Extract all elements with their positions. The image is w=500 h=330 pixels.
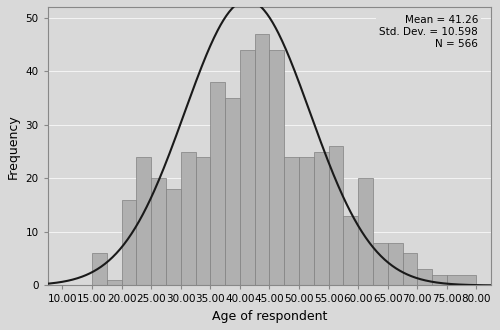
Bar	[418, 269, 432, 285]
Bar	[107, 280, 122, 285]
X-axis label: Age of respondent: Age of respondent	[212, 310, 327, 323]
Bar	[166, 189, 180, 285]
Bar	[358, 178, 373, 285]
Bar	[180, 151, 196, 285]
Bar	[373, 243, 388, 285]
Bar	[432, 275, 447, 285]
Bar	[299, 157, 314, 285]
Bar	[225, 98, 240, 285]
Y-axis label: Frequency: Frequency	[7, 114, 20, 179]
Bar	[447, 275, 476, 285]
Bar	[328, 146, 344, 285]
Bar	[344, 216, 358, 285]
Bar	[92, 253, 107, 285]
Bar	[402, 253, 417, 285]
Text: Mean = 41.26
Std. Dev. = 10.598
N = 566: Mean = 41.26 Std. Dev. = 10.598 N = 566	[379, 15, 478, 49]
Bar	[210, 82, 225, 285]
Bar	[240, 50, 254, 285]
Bar	[314, 151, 328, 285]
Bar	[388, 243, 402, 285]
Bar	[196, 157, 210, 285]
Bar	[254, 34, 270, 285]
Bar	[122, 200, 136, 285]
Bar	[136, 157, 151, 285]
Bar	[151, 178, 166, 285]
Bar	[284, 157, 299, 285]
Bar	[270, 50, 284, 285]
